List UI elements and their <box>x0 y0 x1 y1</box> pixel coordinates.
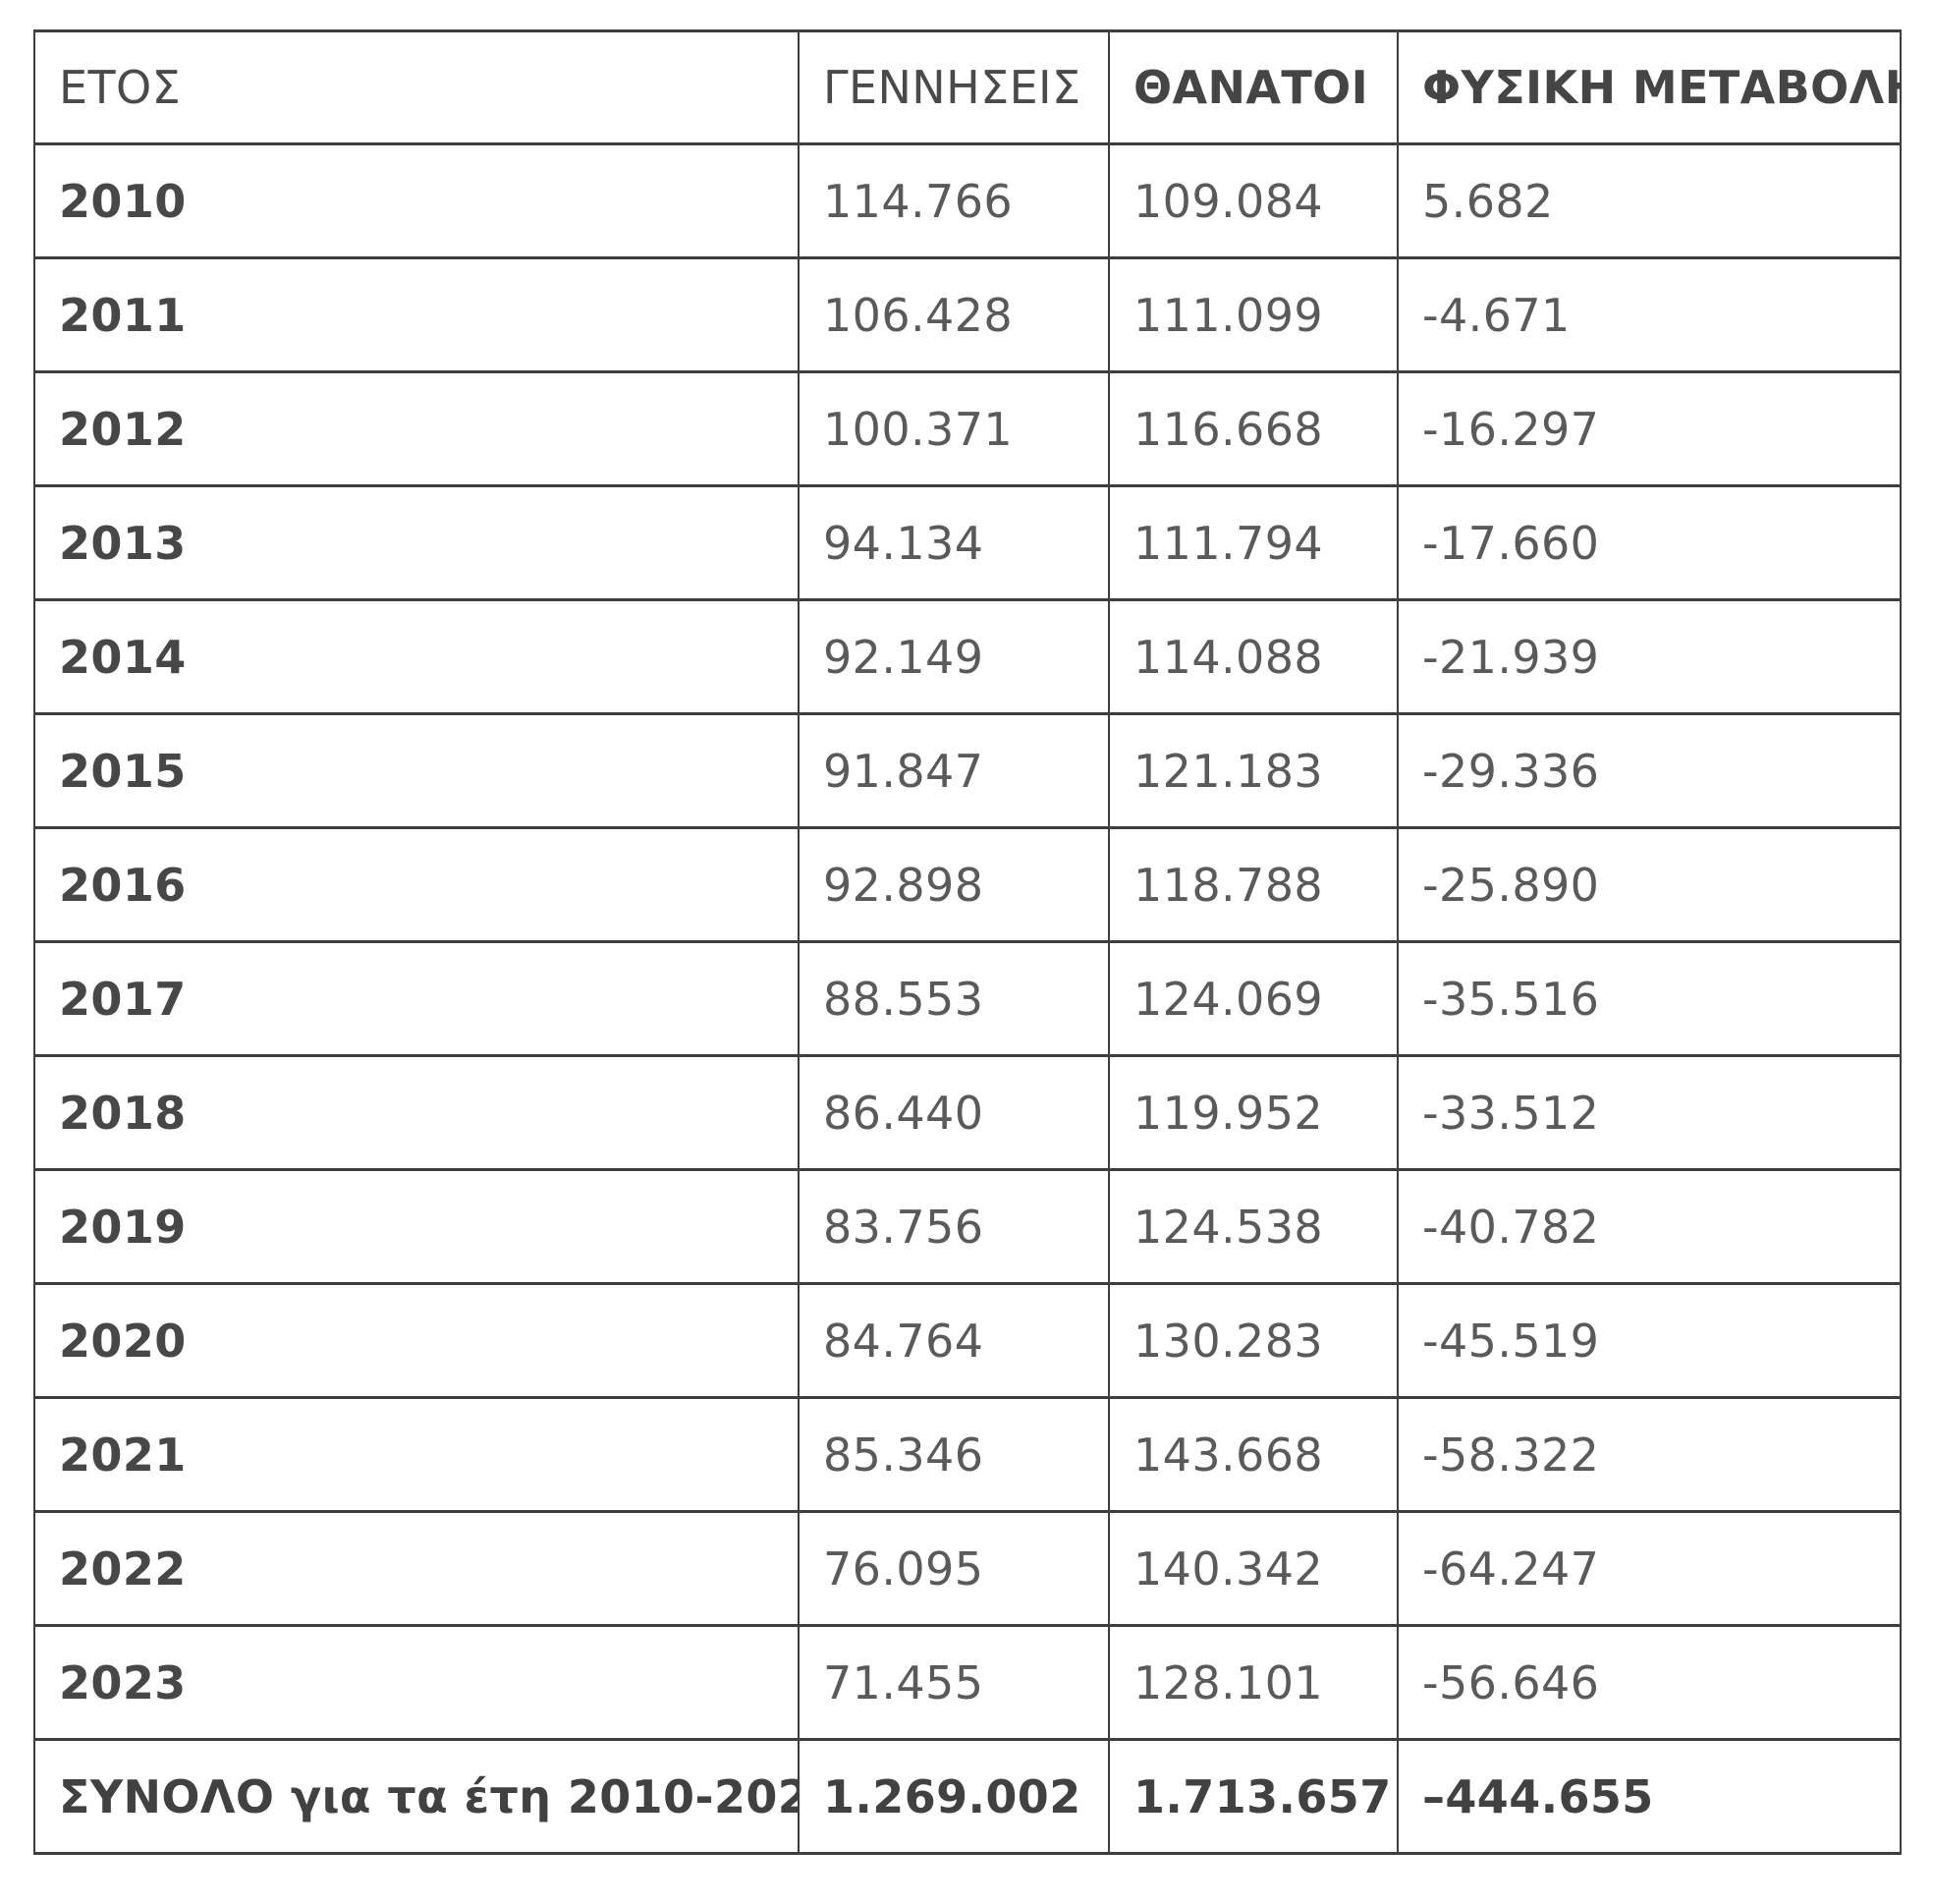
natural-change-cell: -33.512 <box>1397 1054 1902 1171</box>
total-natural-change-cell: –444.655 <box>1397 1738 1902 1855</box>
total-label-cell: ΣΥΝΟΛΟ για τα έτη 2010-2023 <box>33 1738 800 1855</box>
year-cell: 2014 <box>33 598 800 715</box>
births-cell: 100.371 <box>798 370 1110 487</box>
natural-change-cell: -40.782 <box>1397 1168 1902 1285</box>
births-cell: 91.847 <box>798 712 1110 829</box>
deaths-cell: 119.952 <box>1108 1054 1399 1171</box>
deaths-cell: 143.668 <box>1108 1396 1399 1513</box>
deaths-cell: 128.101 <box>1108 1624 1399 1741</box>
table-row: 2014 92.149 114.088 -21.939 <box>33 598 1902 715</box>
table-row: 2017 88.553 124.069 -35.516 <box>33 940 1902 1057</box>
year-cell: 2013 <box>33 484 800 601</box>
year-cell: 2012 <box>33 370 800 487</box>
table-row: 2015 91.847 121.183 -29.336 <box>33 712 1902 829</box>
deaths-cell: 124.069 <box>1108 940 1399 1057</box>
table-row: 2020 84.764 130.283 -45.519 <box>33 1282 1902 1399</box>
births-cell: 88.553 <box>798 940 1110 1057</box>
table-row: 2022 76.095 140.342 -64.247 <box>33 1510 1902 1627</box>
table-row: 2021 85.346 143.668 -58.322 <box>33 1396 1902 1513</box>
natural-change-cell: -16.297 <box>1397 370 1902 487</box>
year-cell: 2011 <box>33 256 800 373</box>
births-cell: 84.764 <box>798 1282 1110 1399</box>
population-change-table: ΕΤΟΣ ΓΕΝΝΗΣΕΙΣ ΘΑΝΑΤΟΙ ΦΥΣΙΚΗ ΜΕΤΑΒΟΛΗ 2… <box>33 29 1902 1855</box>
total-row: ΣΥΝΟΛΟ για τα έτη 2010-2023 1.269.002 1.… <box>33 1738 1902 1855</box>
deaths-cell: 118.788 <box>1108 826 1399 943</box>
births-cell: 92.898 <box>798 826 1110 943</box>
deaths-column-header: ΘΑΝΑΤΟΙ <box>1108 29 1399 145</box>
year-cell: 2020 <box>33 1282 800 1399</box>
year-cell: 2021 <box>33 1396 800 1513</box>
year-cell: 2016 <box>33 826 800 943</box>
table-row: 2019 83.756 124.538 -40.782 <box>33 1168 1902 1285</box>
deaths-cell: 116.668 <box>1108 370 1399 487</box>
natural-change-cell: -4.671 <box>1397 256 1902 373</box>
table-row: 2018 86.440 119.952 -33.512 <box>33 1054 1902 1171</box>
total-births-cell: 1.269.002 <box>798 1738 1110 1855</box>
births-cell: 85.346 <box>798 1396 1110 1513</box>
natural-change-cell: -25.890 <box>1397 826 1902 943</box>
total-deaths-cell: 1.713.657 <box>1108 1738 1399 1855</box>
table-row: 2011 106.428 111.099 -4.671 <box>33 256 1902 373</box>
births-cell: 94.134 <box>798 484 1110 601</box>
natural-change-cell: 5.682 <box>1397 142 1902 259</box>
natural-change-cell: -29.336 <box>1397 712 1902 829</box>
deaths-cell: 111.099 <box>1108 256 1399 373</box>
deaths-cell: 124.538 <box>1108 1168 1399 1285</box>
deaths-cell: 109.084 <box>1108 142 1399 259</box>
year-cell: 2022 <box>33 1510 800 1627</box>
births-cell: 76.095 <box>798 1510 1110 1627</box>
deaths-cell: 121.183 <box>1108 712 1399 829</box>
year-cell: 2019 <box>33 1168 800 1285</box>
deaths-cell: 140.342 <box>1108 1510 1399 1627</box>
year-cell: 2015 <box>33 712 800 829</box>
births-cell: 71.455 <box>798 1624 1110 1741</box>
births-cell: 86.440 <box>798 1054 1110 1171</box>
year-column-header: ΕΤΟΣ <box>33 29 800 145</box>
header-row: ΕΤΟΣ ΓΕΝΝΗΣΕΙΣ ΘΑΝΑΤΟΙ ΦΥΣΙΚΗ ΜΕΤΑΒΟΛΗ <box>33 29 1902 145</box>
natural-change-cell: -35.516 <box>1397 940 1902 1057</box>
births-cell: 114.766 <box>798 142 1110 259</box>
natural-change-column-header: ΦΥΣΙΚΗ ΜΕΤΑΒΟΛΗ <box>1397 29 1902 145</box>
year-cell: 2010 <box>33 142 800 259</box>
births-cell: 83.756 <box>798 1168 1110 1285</box>
births-cell: 106.428 <box>798 256 1110 373</box>
year-cell: 2018 <box>33 1054 800 1171</box>
table-row: 2013 94.134 111.794 -17.660 <box>33 484 1902 601</box>
deaths-cell: 114.088 <box>1108 598 1399 715</box>
table-row: 2016 92.898 118.788 -25.890 <box>33 826 1902 943</box>
deaths-cell: 130.283 <box>1108 1282 1399 1399</box>
natural-change-cell: -45.519 <box>1397 1282 1902 1399</box>
natural-change-cell: -21.939 <box>1397 598 1902 715</box>
natural-change-cell: -17.660 <box>1397 484 1902 601</box>
year-cell: 2017 <box>33 940 800 1057</box>
natural-change-cell: -56.646 <box>1397 1624 1902 1741</box>
natural-change-cell: -58.322 <box>1397 1396 1902 1513</box>
table-row: 2010 114.766 109.084 5.682 <box>33 142 1902 259</box>
births-cell: 92.149 <box>798 598 1110 715</box>
deaths-cell: 111.794 <box>1108 484 1399 601</box>
births-column-header: ΓΕΝΝΗΣΕΙΣ <box>798 29 1110 145</box>
year-cell: 2023 <box>33 1624 800 1741</box>
table-row: 2023 71.455 128.101 -56.646 <box>33 1624 1902 1741</box>
table-row: 2012 100.371 116.668 -16.297 <box>33 370 1902 487</box>
natural-change-cell: -64.247 <box>1397 1510 1902 1627</box>
